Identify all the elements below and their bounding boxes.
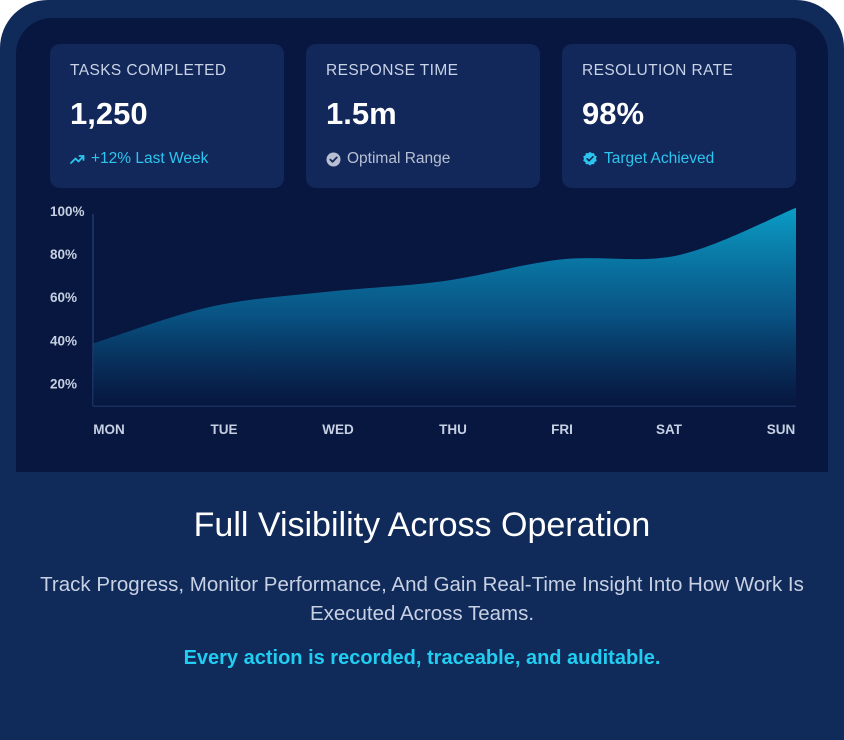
subtext: Track Progress, Monitor Performance, And… (40, 573, 804, 625)
stat-value: 98% (582, 96, 645, 131)
x-tick-label: WED (322, 422, 354, 437)
stat-note-text: Optimal Range (347, 150, 451, 167)
stat-card-resolution-rate: RESOLUTION RATE 98% Target Achieved (562, 44, 796, 188)
stat-label: RESOLUTION RATE (582, 62, 734, 79)
y-tick-label: 80% (50, 247, 77, 262)
tagline: Every action is recorded, traceable, and… (183, 647, 661, 669)
area-series-performance (93, 207, 796, 406)
stat-card-response-time: RESPONSE TIME 1.5m Optimal Range (306, 44, 540, 188)
y-axis: 100% 80% 60% 40% 20% (50, 204, 85, 391)
stat-card-tasks-completed: TASKS COMPLETED 1,250 +12% Last Week (50, 44, 284, 188)
x-tick-label: THU (439, 422, 467, 437)
stat-label: RESPONSE TIME (326, 62, 459, 79)
performance-area-chart: 100% 80% 60% 40% 20% MON TUE WED THU FRI SAT SUN (50, 204, 796, 437)
stat-note: Target Achieved (582, 150, 714, 168)
x-tick-label: SAT (656, 422, 683, 437)
x-tick-label: MON (93, 422, 125, 437)
stat-note-text: +12% Last Week (91, 150, 209, 167)
stat-note: +12% Last Week (70, 150, 208, 168)
check-circle-icon (326, 152, 341, 167)
stat-label: TASKS COMPLETED (70, 62, 227, 79)
stat-value: 1.5m (326, 96, 397, 131)
y-tick-label: 20% (50, 376, 77, 391)
x-tick-label: FRI (551, 422, 573, 437)
x-tick-label: SUN (767, 422, 796, 437)
y-tick-label: 100% (50, 204, 85, 219)
verified-badge-icon (582, 151, 598, 167)
x-axis: MON TUE WED THU FRI SAT SUN (93, 422, 795, 437)
trending-up-icon (70, 153, 85, 165)
x-tick-label: TUE (211, 422, 238, 437)
stat-value: 1,250 (70, 96, 148, 131)
headline: Full Visibility Across Operation (193, 506, 651, 544)
y-tick-label: 40% (50, 333, 77, 348)
y-tick-label: 60% (50, 290, 77, 305)
stat-note: Optimal Range (326, 150, 450, 168)
stat-note-text: Target Achieved (604, 150, 715, 167)
